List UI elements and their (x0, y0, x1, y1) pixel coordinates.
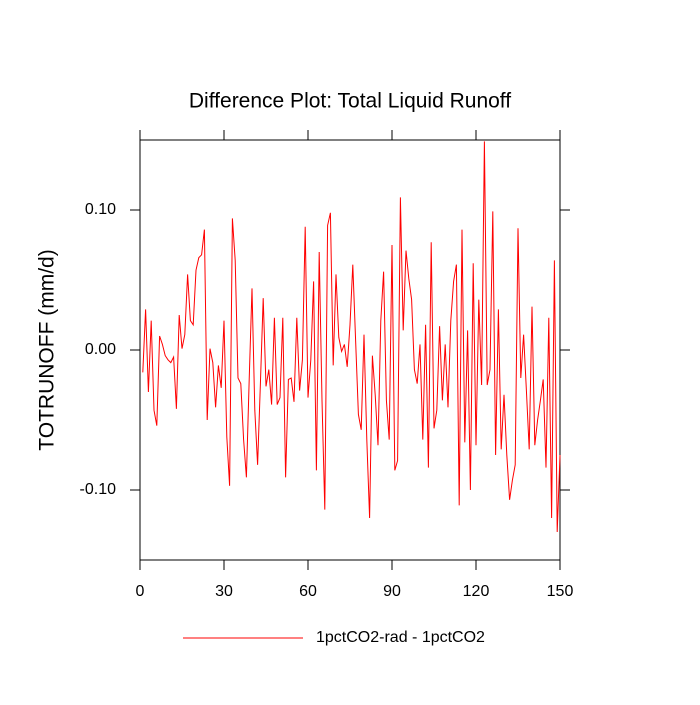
y-tick-label: 0.00 (85, 341, 116, 358)
x-tick-label: 120 (463, 583, 490, 600)
y-tick-label: 0.10 (85, 201, 116, 218)
x-tick-label: 0 (136, 583, 145, 600)
x-tick-label: 60 (299, 583, 317, 600)
plot-frame (139, 139, 561, 561)
y-tick-label: -0.10 (80, 481, 117, 498)
legend-label: 1pctCO2-rad - 1pctCO2 (316, 629, 485, 646)
x-tick-label: 30 (215, 583, 233, 600)
y-axis-label: TOTRUNOFF (mm/d) (36, 249, 59, 450)
x-tick-label: 150 (547, 583, 574, 600)
data-line (142, 141, 561, 533)
x-tick-label: 90 (383, 583, 401, 600)
chart-title: Difference Plot: Total Liquid Runoff (189, 90, 511, 113)
